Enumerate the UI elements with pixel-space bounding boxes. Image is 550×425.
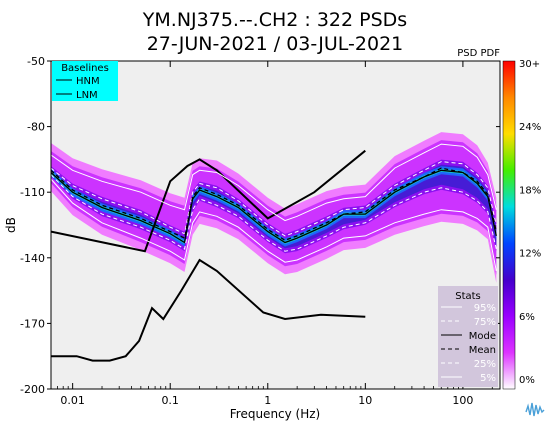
y-tick-label: -170 <box>20 317 45 330</box>
y-tick-label: -140 <box>20 252 45 265</box>
stats-legend-label: Mode <box>469 331 496 342</box>
y-tick-label: -80 <box>27 121 45 134</box>
stat-curve-25pct <box>51 174 497 252</box>
colorbar-tick-label: 0% <box>519 375 535 386</box>
colorbar <box>502 60 516 390</box>
chart-subtitle: 27-JUN-2021 / 03-JUL-2021 <box>147 33 404 55</box>
colorbar-tick-label: 12% <box>519 249 541 260</box>
stats-legend-label: 95% <box>474 303 496 314</box>
stat-curve-75pct <box>51 161 497 237</box>
colorbar-title: PSD PDF <box>457 48 500 59</box>
baselines-legend-title: Baselines <box>61 63 109 74</box>
y-tick-label: -50 <box>27 55 45 68</box>
lnm-legend-label: LNM <box>76 90 98 101</box>
chart-title: YM.NJ375.--.CH2 : 322 PSDs <box>142 9 407 31</box>
colorbar-tick-label: 30+ <box>519 59 540 70</box>
hnm-baseline <box>51 149 366 253</box>
stats-legend-label: Mean <box>469 345 496 356</box>
lnm-baseline <box>51 258 366 362</box>
y-axis-label: dB <box>4 217 18 233</box>
stats-legend: Stats 95% 75% Mode Mean 25% 5% <box>438 286 498 387</box>
pdf-band-low <box>51 140 497 275</box>
x-axis-label: Frequency (Hz) <box>230 407 321 421</box>
x-tick-label: 10 <box>358 394 372 407</box>
curve-layer <box>51 143 497 362</box>
baselines-legend: Baselines HNM LNM <box>52 61 118 101</box>
stats-legend-label: 75% <box>474 317 496 328</box>
colorbar-labels: 30+ 24% 18% 12% 6% 0% <box>519 59 541 386</box>
axis-ticks: -50 -80 -110 -140 -170 -200 0.01 0.1 1 10 100 <box>20 55 500 407</box>
stat-curve-mode <box>51 169 497 244</box>
stat-curve-95pct <box>51 143 497 222</box>
colorbar-tick-label: 6% <box>519 312 535 323</box>
colorbar-tick-label: 18% <box>519 185 541 196</box>
plot-frame <box>50 60 501 390</box>
logo-icon <box>524 398 546 420</box>
colorbar-tick-label: 24% <box>519 122 541 133</box>
stats-legend-label: 25% <box>474 359 496 370</box>
x-tick-label: 0.01 <box>60 394 85 407</box>
x-tick-label: 0.1 <box>161 394 179 407</box>
pdf-band-peak <box>51 166 497 247</box>
x-tick-label: 100 <box>452 394 473 407</box>
hnm-legend-label: HNM <box>76 76 100 87</box>
y-tick-label: -200 <box>20 383 45 396</box>
stat-curve-5pct <box>51 178 497 271</box>
stats-legend-label: 5% <box>480 373 496 384</box>
y-tick-label: -110 <box>20 186 45 199</box>
stats-legend-title: Stats <box>455 291 481 302</box>
x-tick-label: 1 <box>264 394 271 407</box>
